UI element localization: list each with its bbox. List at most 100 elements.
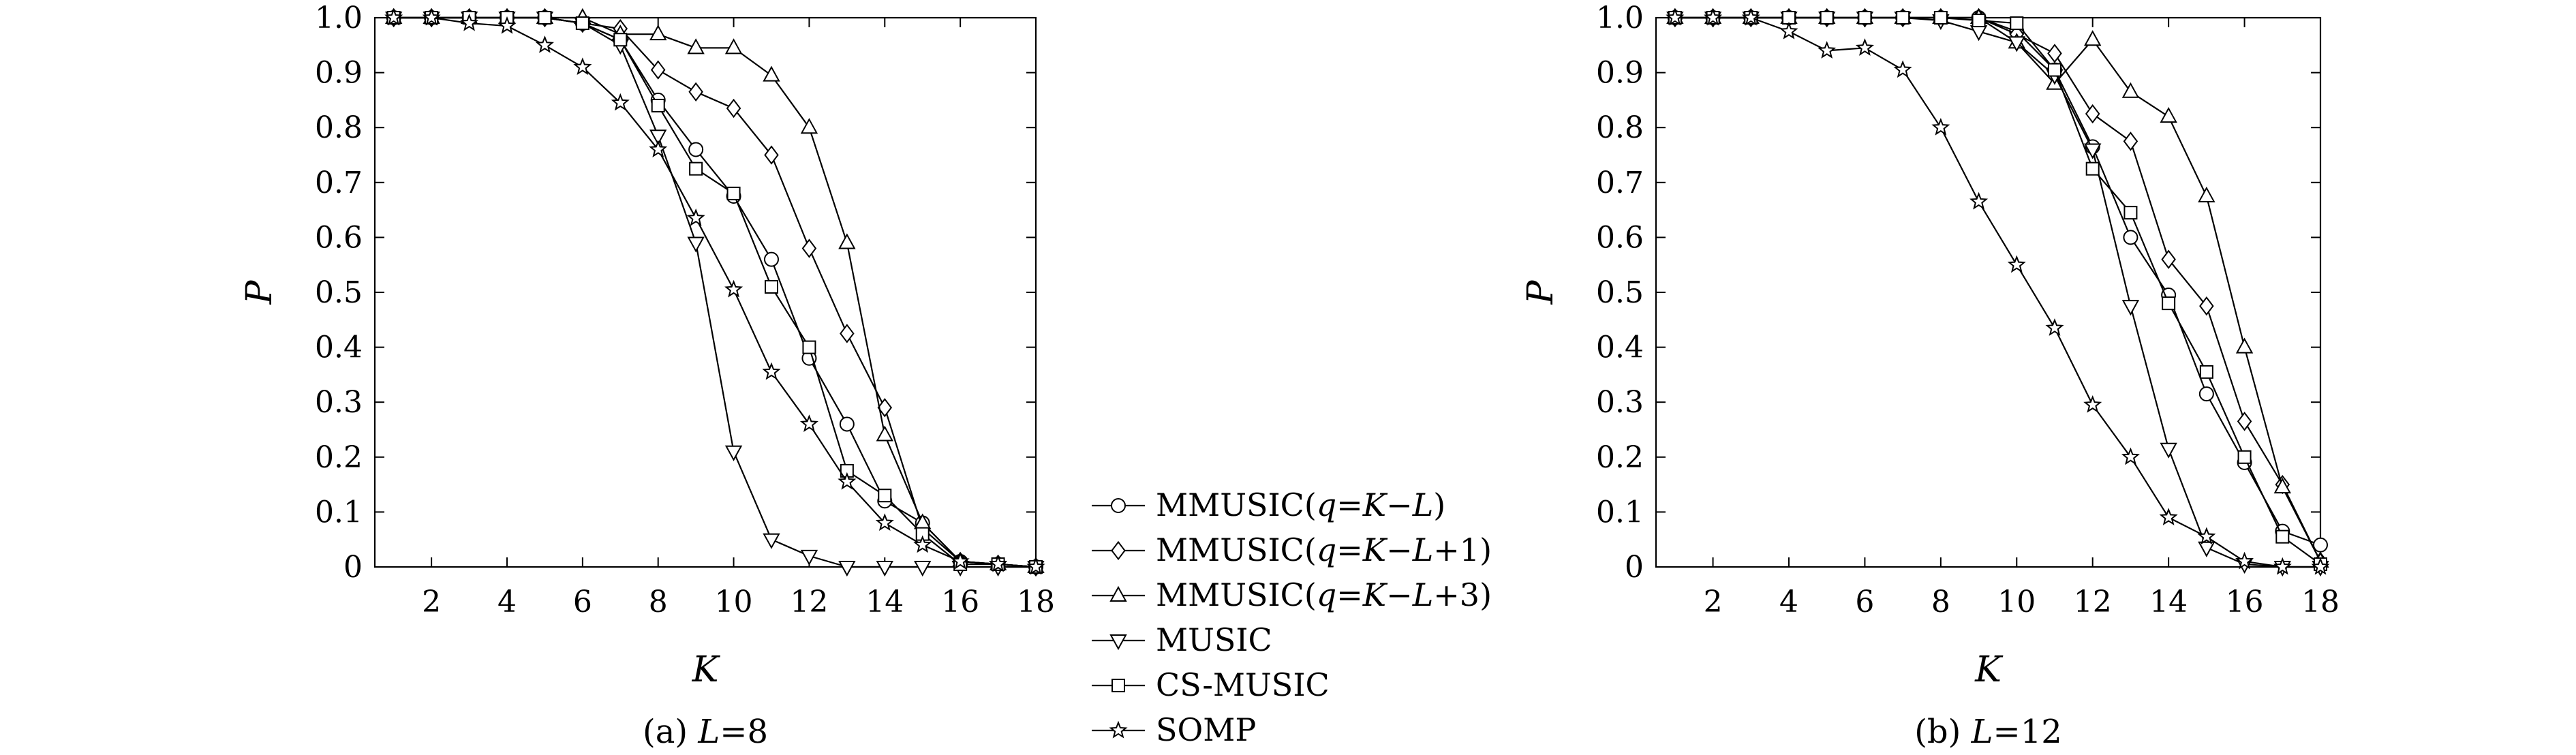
- series-line: [393, 16, 1037, 568]
- data-point-diamond: [2237, 412, 2252, 431]
- data-point-star: [2007, 255, 2026, 273]
- data-point-square: [613, 33, 628, 47]
- data-point-star: [611, 93, 630, 111]
- chart-panel-a: 0 0.1 0.2 0.3 0.4 0.5 0.6 0.7 0.8 0.9 1.0 2 4 6 8 10 12 1…: [239, 1, 1055, 751]
- y-tick-label: 0.5: [1596, 275, 1644, 310]
- y-tick-label: 1.0: [1596, 1, 1644, 35]
- x-tick-label: 12: [2074, 585, 2112, 619]
- data-point-star: [724, 279, 743, 298]
- data-point-diamond: [2047, 44, 2062, 63]
- legend-label: CS-MUSIC: [1156, 666, 1330, 703]
- data-point-square: [2123, 206, 2138, 220]
- x-tick-label: 2: [1704, 585, 1723, 619]
- data-point-square: [2199, 365, 2213, 379]
- legend-label: MMUSIC(q=K−L+3): [1156, 576, 1492, 613]
- legend-marker-triangle-up: [1109, 585, 1127, 602]
- y-tick-label: 0: [1625, 550, 1644, 585]
- y-tick-label: 0.7: [1596, 166, 1644, 200]
- data-point-star: [913, 535, 932, 553]
- data-point-star: [2159, 508, 2178, 525]
- data-point-star: [1855, 38, 1874, 56]
- series-line: [1674, 16, 2321, 562]
- series-somp: [384, 7, 1045, 575]
- data-point-star: [875, 513, 894, 531]
- data-point-diamond: [688, 82, 703, 102]
- data-point-circle: [688, 142, 704, 157]
- series-cs-music: [386, 11, 1043, 574]
- data-point-star: [460, 13, 479, 31]
- x-axis-label: K: [1974, 649, 2004, 690]
- x-tick-label: 10: [715, 585, 753, 619]
- y-tick-label: 0.3: [315, 385, 363, 420]
- y-tick-label: 0.6: [1596, 220, 1644, 255]
- series-mmusic-q-k-l-1: [1668, 7, 2328, 572]
- data-point-star: [535, 35, 554, 53]
- legend-entry-music: MUSIC: [1092, 621, 1272, 658]
- panel-caption: (b) L=12: [1914, 713, 2062, 751]
- data-point-triangle-down: [763, 533, 780, 549]
- data-point-triangle-down: [2121, 300, 2140, 316]
- x-tick-label: 8: [1931, 585, 1950, 619]
- data-point-square: [1896, 11, 1910, 25]
- data-point-triangle-down: [838, 561, 856, 577]
- x-tick-label: 8: [649, 585, 668, 619]
- data-point-square: [878, 489, 892, 503]
- data-point-star: [2273, 557, 2292, 575]
- x-tick-label: 10: [1997, 585, 2036, 619]
- data-point-triangle-up: [649, 25, 667, 41]
- data-point-star: [2235, 551, 2254, 570]
- data-point-circle: [764, 251, 779, 267]
- series-somp: [1666, 7, 2330, 575]
- x-tick-label: 16: [2226, 585, 2264, 619]
- data-point-circle: [2198, 386, 2214, 402]
- data-point-star: [686, 208, 705, 226]
- y-axis-label: P: [1520, 280, 1561, 305]
- data-point-square: [1933, 11, 1948, 25]
- data-point-square: [2237, 450, 2252, 464]
- data-point-star: [2121, 447, 2140, 465]
- y-tick-label: 0.2: [315, 440, 363, 475]
- data-point-triangle-down: [2008, 36, 2025, 52]
- data-point-diamond: [2085, 104, 2100, 124]
- y-tick-label: 0: [343, 550, 363, 585]
- data-point-square: [2275, 529, 2290, 544]
- data-point-triangle-up: [2084, 30, 2102, 46]
- legend-label: SOMP: [1156, 711, 1256, 748]
- data-point-triangle-up: [2273, 478, 2291, 494]
- x-axis-label: K: [692, 649, 721, 690]
- y-tick-label: 0.2: [1596, 440, 1644, 475]
- data-point-star: [1741, 7, 1760, 26]
- legend-entry-somp: SOMP: [1092, 711, 1256, 748]
- data-point-circle: [2123, 230, 2138, 245]
- data-point-star: [989, 554, 1008, 572]
- data-point-star: [384, 7, 403, 26]
- legend-label: MMUSIC(q=K−L): [1156, 487, 1445, 523]
- data-point-triangle-down: [2084, 143, 2102, 159]
- series-line: [1674, 16, 2321, 546]
- series-line: [1674, 16, 2320, 568]
- x-tick-label: 6: [1855, 585, 1874, 619]
- series-mmusic-q-k-l-3: [385, 7, 1045, 573]
- data-point-star: [497, 16, 517, 34]
- data-point-star: [422, 7, 441, 26]
- x-tick-label: 2: [422, 585, 441, 619]
- x-tick-label: 4: [497, 585, 517, 619]
- data-point-diamond: [801, 238, 817, 258]
- data-point-square: [575, 16, 589, 31]
- x-tick-label: 16: [941, 585, 979, 619]
- data-point-star: [649, 140, 668, 157]
- data-point-diamond: [650, 60, 666, 80]
- y-tick-label: 0.9: [1596, 56, 1644, 91]
- y-tick-label: 0.7: [315, 166, 363, 200]
- data-point-star: [1893, 60, 1912, 78]
- data-point-square: [538, 11, 552, 25]
- data-point-circle: [2313, 537, 2328, 553]
- legend-marker-circle: [1111, 498, 1126, 513]
- y-tick-label: 1.0: [315, 1, 363, 35]
- data-point-diamond: [2199, 296, 2214, 316]
- legend-entry-mmusic-q-k-l-1: MMUSIC(q=K−L+1): [1092, 531, 1492, 568]
- data-point-star: [2197, 527, 2216, 545]
- legend-entry-cs-music: CS-MUSIC: [1092, 666, 1330, 703]
- series-mmusic-q-k-l: [386, 10, 1043, 574]
- x-tick-label: 14: [2149, 585, 2188, 619]
